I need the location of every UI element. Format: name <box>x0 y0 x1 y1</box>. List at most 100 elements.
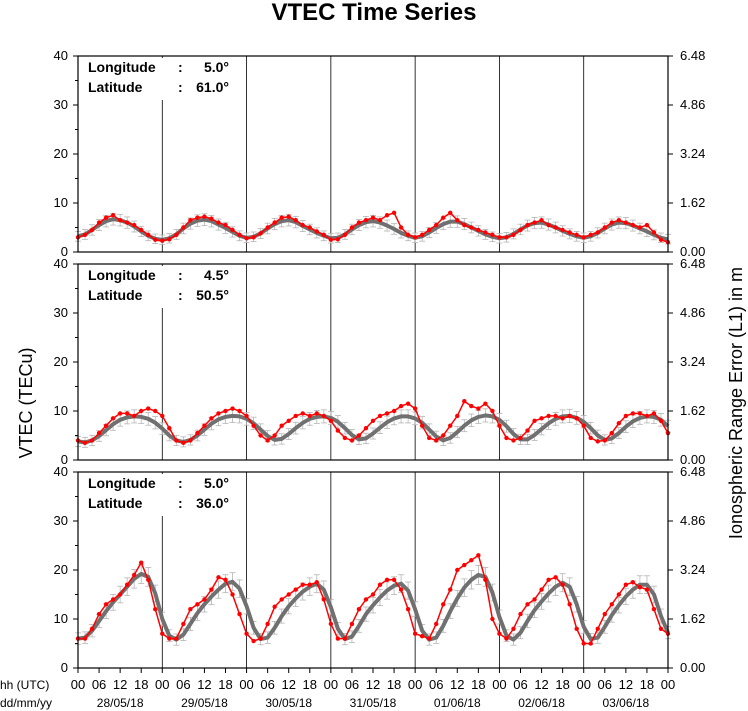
measured-point <box>504 235 509 240</box>
measured-point <box>560 582 565 587</box>
x-tick-label: 00 <box>71 677 85 692</box>
longitude-label: Longitude <box>88 475 156 491</box>
latitude-label: Latitude <box>88 287 143 303</box>
x-tick-label: 18 <box>303 677 317 692</box>
measured-point <box>146 577 151 582</box>
measured-point <box>483 577 488 582</box>
x-tick-label: 18 <box>555 677 569 692</box>
measured-point <box>349 438 355 443</box>
y-right-tick-label: 4.86 <box>680 513 705 528</box>
x-date-label: 29/05/18 <box>181 696 228 710</box>
measured-point <box>518 435 523 441</box>
measured-point <box>131 222 137 228</box>
measured-point <box>314 580 320 585</box>
measured-point <box>131 572 137 578</box>
measured-point <box>658 237 664 242</box>
measured-point <box>89 227 95 233</box>
measured-point <box>174 636 179 641</box>
measured-point <box>103 602 109 607</box>
y-right-tick-label: 6.48 <box>680 48 705 63</box>
measured-point <box>448 210 453 215</box>
measured-point <box>623 413 629 419</box>
measured-point <box>153 408 158 414</box>
longitude-value: 5.0° <box>204 475 229 491</box>
measured-point <box>581 423 586 428</box>
measured-point <box>588 232 593 238</box>
measured-point <box>342 232 348 238</box>
x-tick-label: 00 <box>661 677 675 692</box>
y-tick-label: 40 <box>54 464 68 479</box>
measured-point <box>82 440 88 446</box>
measured-point <box>469 558 474 563</box>
measured-point <box>384 577 390 582</box>
measured-point <box>419 423 425 428</box>
measured-point <box>110 213 116 218</box>
panel-frame <box>77 263 669 461</box>
measured-point <box>335 636 341 641</box>
measured-point <box>110 597 116 602</box>
measured-point <box>532 597 537 602</box>
latitude-colon: : <box>178 287 183 303</box>
x-tick-label: 06 <box>345 677 359 692</box>
latitude-label: Latitude <box>88 495 143 511</box>
x-tick-label: 00 <box>155 677 169 692</box>
measured-point <box>476 406 481 411</box>
x-date-label: 02/06/18 <box>518 696 565 710</box>
measured-point <box>300 222 305 228</box>
measured-point <box>426 227 432 233</box>
measured-point <box>398 587 404 592</box>
measured-point <box>265 438 270 443</box>
measured-point <box>455 217 460 223</box>
model-series-line <box>77 217 669 242</box>
measured-point <box>117 592 123 597</box>
measured-point <box>574 416 579 421</box>
y-right-tick-label: 3.24 <box>680 562 705 577</box>
x-tick-label: 12 <box>619 677 633 692</box>
x-date-label: 28/05/18 <box>97 696 144 710</box>
y-tick-label: 10 <box>54 195 68 210</box>
measured-point <box>307 225 312 230</box>
measured-point <box>462 222 467 228</box>
x-tick-label: 00 <box>324 677 338 692</box>
measured-point <box>258 636 263 641</box>
measured-point <box>490 232 495 238</box>
measured-point <box>328 237 334 242</box>
measured-point <box>595 626 600 631</box>
measured-point <box>328 418 334 423</box>
y-right-tick-label: 6.48 <box>680 464 705 479</box>
measured-point <box>426 636 432 641</box>
measured-point <box>237 408 242 414</box>
measured-point <box>321 413 327 419</box>
measured-point <box>167 237 172 242</box>
measured-point <box>588 435 593 441</box>
x-date-label: 01/06/18 <box>434 696 481 710</box>
measured-point <box>216 575 221 580</box>
panels-group: 0102030400.001.623.244.866.48Longitude:5… <box>54 48 706 675</box>
y-right-tick-label: 1.62 <box>680 195 705 210</box>
measured-point <box>139 560 144 565</box>
measured-point <box>455 567 460 573</box>
measured-point <box>321 232 327 238</box>
measured-point <box>356 220 362 225</box>
measured-point <box>96 430 102 436</box>
measured-point <box>96 220 102 225</box>
x-tick-label: 00 <box>408 677 422 692</box>
measured-point <box>405 607 411 612</box>
measured-point <box>637 225 643 230</box>
latitude-colon: : <box>178 495 183 511</box>
measured-point <box>448 423 453 428</box>
measured-point <box>314 411 320 416</box>
measured-point <box>131 413 137 419</box>
measured-point <box>581 641 586 646</box>
measured-point <box>398 403 404 409</box>
measured-point <box>110 416 116 421</box>
y-tick-label: 40 <box>54 256 68 271</box>
y-tick-label: 30 <box>54 97 68 112</box>
y-tick-label: 10 <box>54 611 68 626</box>
measured-point <box>525 222 530 228</box>
y-right-tick-label: 0.00 <box>680 660 705 675</box>
measured-point <box>644 222 650 228</box>
panel-2: 0 10 20 30 40 0.00 1.62 3.24 4.86 6.48 Longitude: 4… <box>54 256 706 467</box>
measured-point <box>335 237 341 242</box>
measured-point <box>553 575 558 580</box>
